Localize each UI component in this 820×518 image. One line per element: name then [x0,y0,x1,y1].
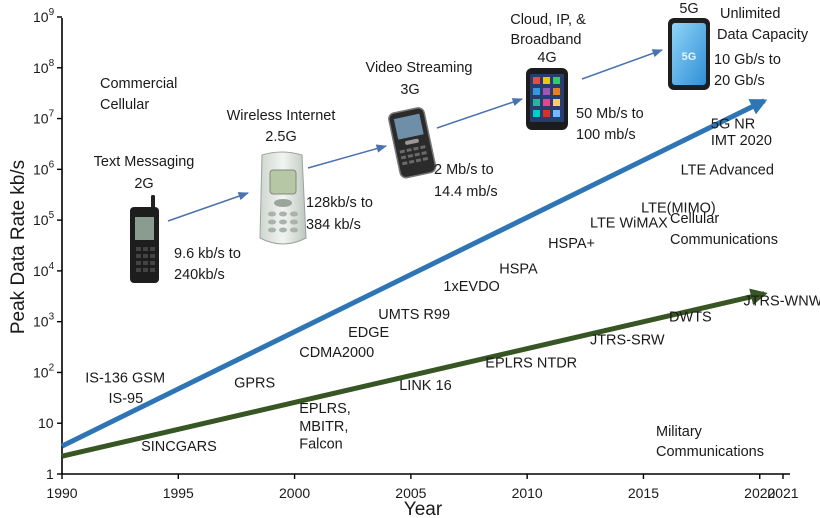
arrow-2g-to-2-5g [167,192,249,222]
commercial-milestone-label: LTE Advanced [681,162,774,178]
gen-2-5g-label: 2.5G [265,129,296,145]
gen-5g-rate-1: 10 Gb/s to [714,52,781,68]
cellular-communications-line-1: Cellular [670,211,719,227]
y-tick-label: 10 [38,415,54,431]
military-communications-line-1: Military [656,424,703,440]
generation-2g: Text Messaging 2G 9.6 kb/s to 240kb/s [94,154,241,283]
annotation-commercial-cellular: Commercial Cellular [100,76,177,113]
gen-4g-rate-2: 100 mb/s [576,127,636,143]
generation-2-5g: Wireless Internet 2.5G 128kb/s to 384 kb… [227,108,373,233]
commercial-milestone-label: 5G NR [711,117,755,133]
commercial-milestone-label: IS-136 GSM [85,371,165,387]
y-tick-label: 102 [33,362,55,380]
y-tick-label: 104 [33,261,55,279]
x-tick-label: 2010 [512,485,543,501]
gen-3g-rate-2: 14.4 mb/s [434,184,498,200]
gen-4g-rate-1: 50 Mb/s to [576,106,644,122]
svg-text:5G: 5G [682,51,697,63]
gen-5g-label: 5G [679,1,698,17]
y-tick-group: 1 10 102 103 104 105 106 107 108 109 [33,7,62,482]
military-communications-line-2: Communications [656,444,764,460]
military-milestone-label: SINCGARS [141,439,217,455]
gen-2-5g-rate-2: 384 kb/s [306,217,361,233]
generation-5g: 5G Unlimited Data Capacity 10 Gb/s to 20… [679,1,808,89]
annotation-military-communications: Military Communications [656,424,764,460]
commercial-cellular-line-1: Commercial [100,76,177,92]
gen-2g-rate-2: 240kb/s [174,267,225,283]
x-tick-label: 2021 [767,485,798,501]
commercial-milestone-label: HSPA [499,261,538,277]
gen-4g-use-1: Cloud, IP, & [510,12,586,28]
commercial-milestone-label: EDGE [348,325,389,341]
military-milestone-label: EPLRS NTDR [485,355,577,371]
commercial-milestone-label: LTE(MIMO) [641,200,716,216]
commercial-milestone-label: LTE WiMAX [590,216,668,232]
gen-3g-rate-1: 2 Mb/s to [434,162,494,178]
commercial-milestone-label: HSPA+ [548,236,595,252]
gen-3g-use: Video Streaming [366,60,473,76]
commercial-milestone-label: IMT 2020 [711,133,772,149]
x-axis-label: Year [404,499,443,518]
gen-5g-rate-2: 20 Gb/s [714,73,765,89]
gen-4g-label: 4G [537,50,556,66]
annotation-cellular-communications: Cellular Communications [670,211,778,248]
y-tick-label: 108 [33,58,55,76]
x-tick-label: 2000 [279,485,310,501]
generation-4g: Cloud, IP, & Broadband 4G 50 Mb/s to 100… [510,12,643,143]
x-tick-label: 2020 [744,485,775,501]
gen-2-5g-use: Wireless Internet [227,108,336,124]
commercial-trend-line [60,98,768,449]
y-tick-label: 105 [33,210,55,228]
phone-3g-icon [388,107,437,179]
x-tick-label: 2005 [395,485,426,501]
gen-2g-rate-1: 9.6 kb/s to [174,246,241,262]
phone-4g-icon [526,68,568,130]
commercial-milestone-label: 1xEVDO [443,279,499,295]
military-milestone-label: DWTS [669,310,712,326]
series-layer [60,98,768,459]
commercial-milestone-label: CDMA2000 [299,345,374,361]
gen-5g-use-1: Unlimited [720,6,780,22]
military-milestone-label: LINK 16 [399,378,451,394]
y-tick-label: 103 [33,312,55,330]
military-milestone-label: Falcon [299,437,343,453]
generation-arrows [167,49,663,222]
gen-5g-use-2: Data Capacity [717,27,809,43]
cellular-communications-line-2: Communications [670,232,778,248]
gen-2g-label: 2G [134,176,153,192]
military-trend-line [61,288,768,459]
commercial-milestone-label: UMTS R99 [378,307,450,323]
gen-3g-label: 3G [400,82,419,98]
gen-2g-use: Text Messaging [94,154,195,170]
y-axis-label: Peak Data Rate kb/s [8,160,29,334]
gen-2-5g-rate-1: 128kb/s to [306,195,373,211]
phone-2-5g-icon [259,151,307,245]
gen-4g-use-2: Broadband [511,32,582,48]
x-tick-label: 1995 [163,485,194,501]
y-tick-label: 109 [33,7,55,25]
phone-5g-icon: 5G [668,18,710,90]
arrow-2-5g-to-3g [307,144,388,169]
x-tick-label: 1990 [46,485,77,501]
commercial-cellular-line-2: Cellular [100,97,149,113]
military-milestone-label: JTRS-SRW [590,333,665,349]
generation-3g: Video Streaming 3G 2 Mb/s to 14.4 mb/s [366,60,498,200]
military-milestone-label: MBITR, [299,419,348,435]
phone-2g-icon [130,195,159,283]
military-milestone-label: EPLRS, [299,401,351,417]
military-milestone-label: JTRS-WNW [743,293,820,309]
arrow-3g-to-4g [436,98,523,129]
y-tick-label: 106 [33,159,55,177]
y-tick-label: 1 [46,466,54,482]
y-tick-label: 107 [33,109,55,127]
milestone-labels: IS-136 GSM IS-95 GPRS CDMA2000 EDGE UMTS R99 1… [85,117,820,455]
x-tick-label: 2015 [628,485,659,501]
commercial-milestone-label: IS-95 [109,391,144,407]
commercial-milestone-label: GPRS [234,376,275,392]
arrow-4g-to-5g [581,49,663,80]
